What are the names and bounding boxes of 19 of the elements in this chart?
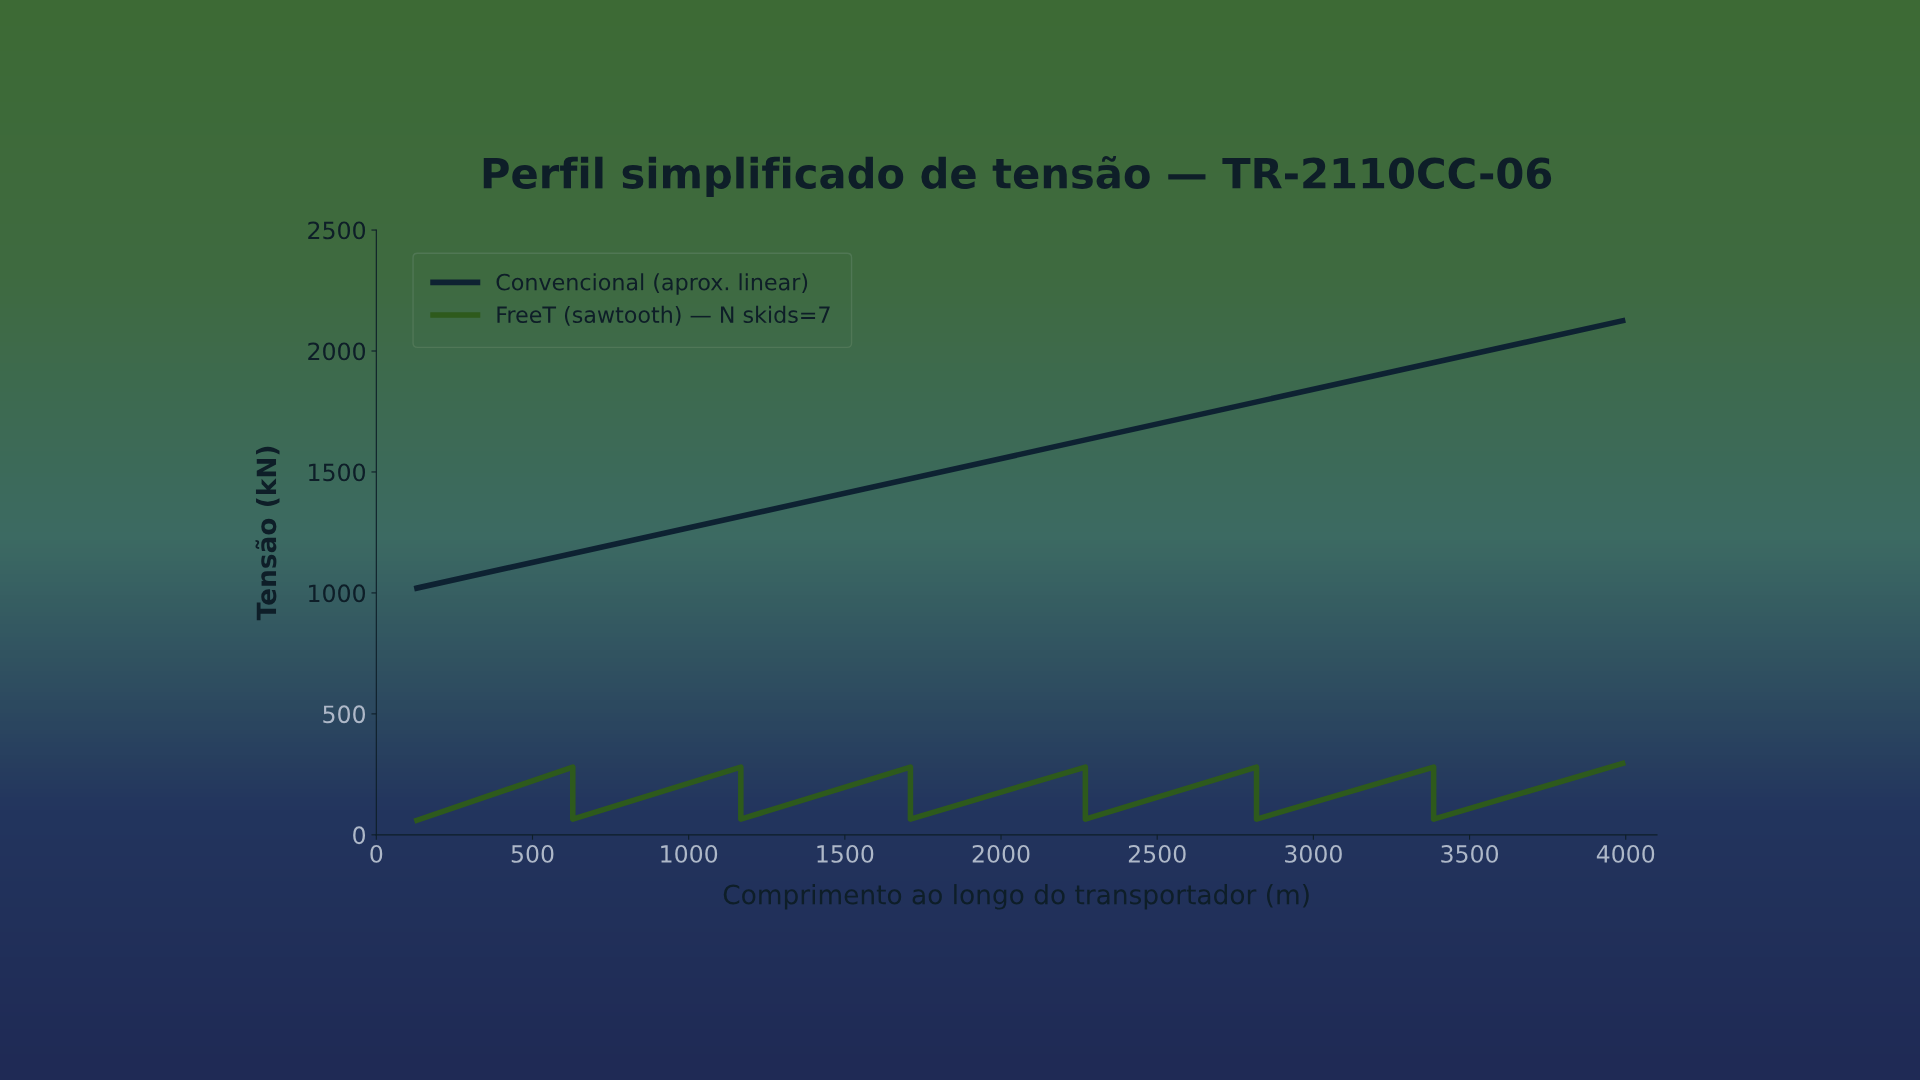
- legend-label: Convencional (aprox. linear): [496, 273, 808, 295]
- x-tick-label: 1500: [817, 844, 874, 863]
- y-tick-label: 2500: [308, 221, 366, 240]
- y-axis-title: Tensão (kN): [255, 446, 280, 621]
- y-tick-label: 2000: [308, 342, 366, 361]
- x-tick-label: 3000: [1285, 844, 1342, 863]
- y-tick-label: 1000: [309, 584, 366, 603]
- x-tick-label: 2000: [972, 844, 1030, 863]
- chart-title: Perfil simplificado de tensão — TR-2110CC-06: [483, 155, 1552, 198]
- legend-label: FreeT (sawtooth) — N skids=7: [497, 305, 830, 326]
- x-tick-label: 500: [511, 844, 554, 863]
- x-tick-label: 3500: [1441, 844, 1499, 863]
- x-tick-label: 4000: [1596, 844, 1655, 863]
- x-tick-label: 1000: [661, 844, 718, 863]
- x-tick-label: 2500: [1128, 844, 1186, 863]
- y-tick-label: 500: [323, 705, 366, 724]
- y-tick-label: 1500: [309, 463, 366, 482]
- x-tick-label: 0: [370, 844, 383, 863]
- y-tick-label: 0: [353, 826, 366, 845]
